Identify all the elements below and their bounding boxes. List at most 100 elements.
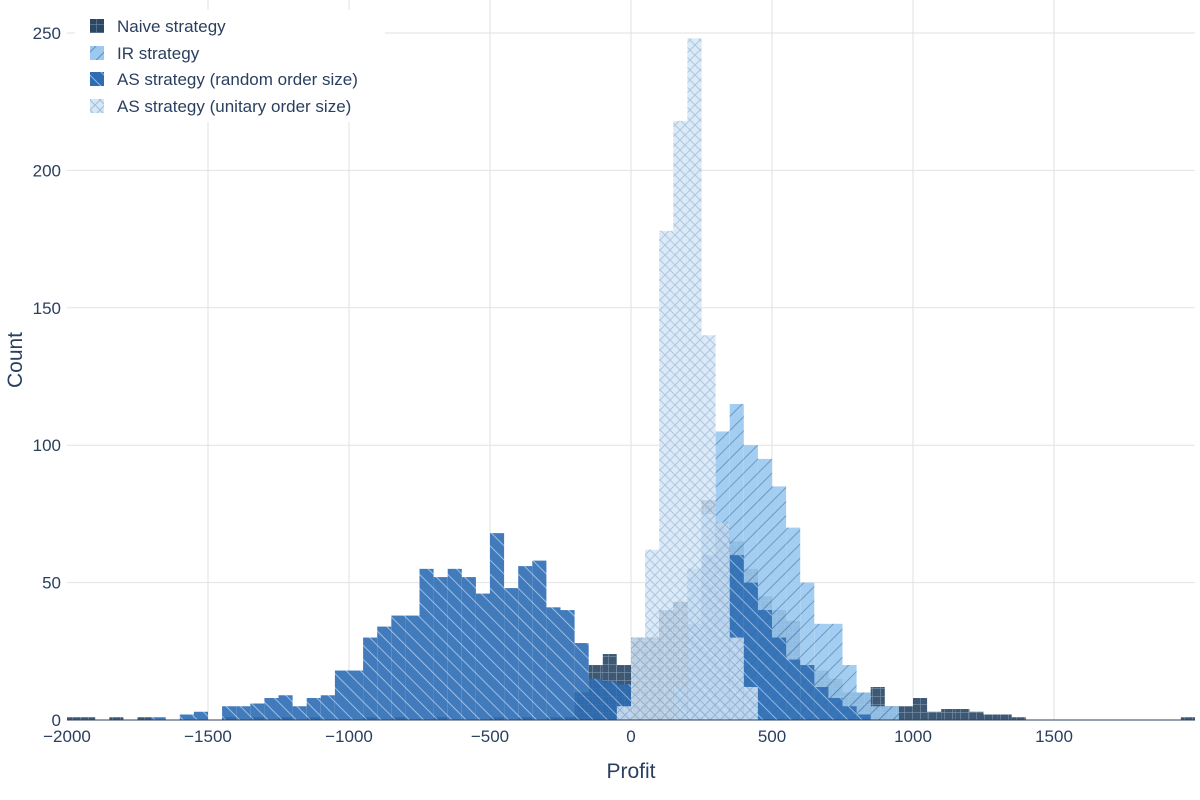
- x-tick-label: −1000: [325, 727, 373, 746]
- bar-as-random: [264, 698, 279, 720]
- bar-as-random: [250, 703, 265, 720]
- bar-as-random: [405, 615, 420, 720]
- bar-naive: [898, 706, 913, 720]
- bar-as-random: [743, 582, 758, 720]
- bar-as-random: [306, 698, 321, 720]
- bar-as-random: [518, 566, 533, 720]
- bar-as-unitary: [659, 230, 674, 720]
- bar-as-random: [419, 568, 434, 720]
- bar-as-random: [814, 687, 829, 720]
- bar-as-random: [560, 610, 575, 720]
- bar-naive: [983, 714, 998, 720]
- bar-as-random: [856, 714, 871, 720]
- bar-ir: [884, 706, 899, 720]
- bar-as-unitary: [687, 38, 702, 721]
- bar-as-unitary: [631, 637, 646, 720]
- bar-naive: [941, 709, 956, 720]
- bar-as-random: [292, 706, 307, 720]
- bar-as-random: [278, 695, 293, 720]
- bar-as-random: [236, 706, 251, 720]
- y-tick-label: 0: [52, 711, 61, 730]
- bar-as-random: [377, 626, 392, 720]
- bar-naive: [1011, 717, 1026, 720]
- bar-as-unitary: [645, 549, 660, 720]
- y-tick-label: 100: [33, 436, 61, 455]
- bar-naive: [67, 717, 82, 720]
- bar-naive: [81, 717, 96, 720]
- y-tick-label: 150: [33, 299, 61, 318]
- bar-as-random: [786, 659, 801, 720]
- x-tick-label: 0: [626, 727, 635, 746]
- bar-naive: [997, 714, 1012, 720]
- bar-as-random: [222, 706, 237, 720]
- x-tick-label: −2000: [43, 727, 91, 746]
- bar-as-random: [490, 533, 505, 720]
- bar-as-random: [391, 615, 406, 720]
- bar-naive: [109, 717, 124, 720]
- bar-ir: [828, 623, 843, 720]
- bar-as-random: [461, 577, 476, 720]
- x-axis-ticks: −2000 −1500 −1000 −500 0 500 1000 1500: [43, 727, 1073, 746]
- bar-as-random: [546, 607, 561, 720]
- legend-label-as-unitary: AS strategy (unitary order size): [117, 97, 351, 116]
- legend-label-as-random: AS strategy (random order size): [117, 70, 358, 89]
- bar-as-random: [588, 678, 603, 720]
- bar-as-random: [433, 577, 448, 720]
- legend: Naive strategy IR strategy AS strategy (…: [75, 10, 385, 122]
- legend-swatch-naive: [90, 19, 104, 33]
- bar-as-random: [800, 665, 815, 720]
- bar-as-random: [574, 643, 589, 720]
- bar-as-unitary: [743, 687, 758, 720]
- y-tick-label: 50: [42, 574, 61, 593]
- bar-naive: [927, 711, 942, 720]
- bar-as-random: [504, 588, 519, 720]
- bar-naive: [137, 717, 152, 720]
- bar-as-random: [447, 568, 462, 720]
- bar-as-random: [602, 681, 617, 720]
- x-tick-label: 1000: [894, 727, 932, 746]
- bar-as-random: [320, 695, 335, 720]
- legend-swatch-as-random: [90, 72, 104, 86]
- bar-ir: [870, 706, 885, 720]
- bar-naive: [1180, 717, 1195, 720]
- bar-naive: [913, 698, 928, 720]
- series-as-unitary: [616, 38, 758, 721]
- legend-swatch-as-unitary: [90, 99, 104, 113]
- bar-as-random: [772, 637, 787, 720]
- x-tick-label: 1500: [1035, 727, 1073, 746]
- bar-as-random: [334, 670, 349, 720]
- x-tick-label: −500: [471, 727, 509, 746]
- legend-swatch-ir: [90, 46, 104, 60]
- bar-as-random: [151, 717, 166, 720]
- bar-as-unitary: [729, 637, 744, 720]
- x-tick-label: −1500: [184, 727, 232, 746]
- bar-ir: [856, 692, 871, 720]
- legend-label-naive: Naive strategy: [117, 17, 226, 36]
- bar-as-unitary: [715, 522, 730, 720]
- histogram-bars: [67, 38, 1195, 721]
- bar-as-random: [179, 714, 194, 720]
- bar-as-random: [349, 670, 364, 720]
- x-axis-title: Profit: [606, 760, 655, 783]
- bar-naive: [969, 711, 984, 720]
- y-axis-ticks: 0 50 100 150 200 250: [33, 24, 61, 730]
- bar-as-unitary: [673, 120, 688, 721]
- bar-as-random: [363, 637, 378, 720]
- legend-background: [75, 10, 385, 122]
- bar-as-random: [475, 593, 490, 720]
- bar-as-unitary: [616, 706, 631, 720]
- x-tick-label: 500: [758, 727, 786, 746]
- gridlines: [67, 0, 1195, 720]
- y-tick-label: 250: [33, 24, 61, 43]
- bar-as-random: [757, 610, 772, 720]
- bar-as-random: [828, 698, 843, 720]
- bar-as-unitary: [701, 335, 716, 720]
- bar-naive: [955, 709, 970, 720]
- bar-as-random: [532, 560, 547, 720]
- y-axis-title: Count: [4, 332, 27, 388]
- bar-as-random: [842, 706, 857, 720]
- bar-as-random: [193, 711, 208, 720]
- y-tick-label: 200: [33, 161, 61, 180]
- legend-label-ir: IR strategy: [117, 44, 200, 63]
